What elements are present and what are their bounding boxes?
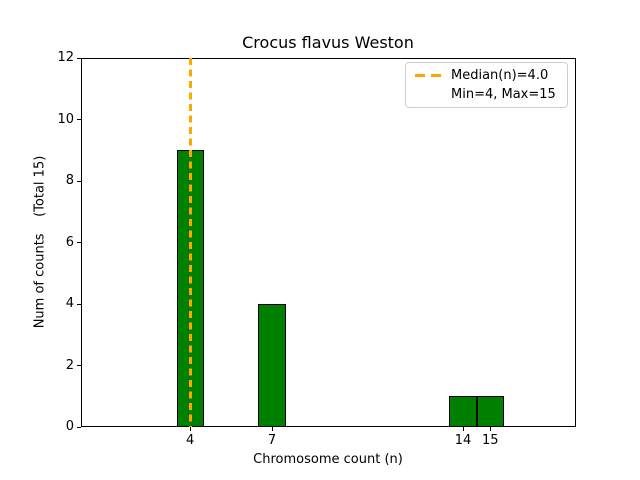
y-tick-label: 10 — [57, 111, 74, 127]
y-tick-label: 6 — [65, 234, 74, 250]
x-tick-mark — [489, 427, 491, 431]
legend: Median(n)=4.0 Min=4, Max=15 — [405, 62, 568, 108]
legend-handle-blank — [415, 93, 443, 96]
legend-label-minmax: Min=4, Max=15 — [451, 86, 556, 102]
y-tick-label: 12 — [57, 50, 74, 65]
y-tick-mark — [77, 426, 81, 428]
dashed-line-icon — [415, 74, 443, 78]
x-tick-label: 14 — [454, 433, 472, 448]
x-tick-mark — [271, 427, 273, 431]
x-axis-label: Chromosome count (n) — [253, 452, 403, 467]
y-tick-mark — [77, 57, 81, 59]
legend-entry-minmax: Min=4, Max=15 — [415, 86, 558, 104]
y-tick-mark — [77, 242, 81, 243]
y-tick-label: 4 — [65, 296, 74, 311]
x-tick-label: 4 — [186, 433, 195, 448]
legend-label-median: Median(n)=4.0 — [451, 68, 549, 84]
y-tick-label: 8 — [65, 173, 74, 188]
y-tick-mark — [77, 303, 81, 305]
y-tick-mark — [77, 365, 81, 366]
y-tick-label: 0 — [65, 419, 74, 434]
y-tick-mark — [77, 119, 81, 120]
y-tick-mark — [77, 180, 81, 182]
x-tick-mark — [462, 427, 464, 431]
plot-area — [81, 58, 576, 427]
chart-title: Crocus flavus Weston — [242, 33, 414, 52]
bar — [476, 396, 504, 427]
y-tick-label: 2 — [65, 357, 74, 373]
median-line — [188, 58, 192, 427]
bar — [258, 304, 286, 427]
x-tick-label: 7 — [267, 433, 277, 448]
y-axis-label: Num of counts (Total 15) — [32, 155, 48, 329]
x-tick-label: 15 — [482, 433, 499, 448]
bar — [449, 396, 477, 427]
x-tick-mark — [189, 427, 191, 431]
legend-entry-median: Median(n)=4.0 — [415, 67, 558, 85]
